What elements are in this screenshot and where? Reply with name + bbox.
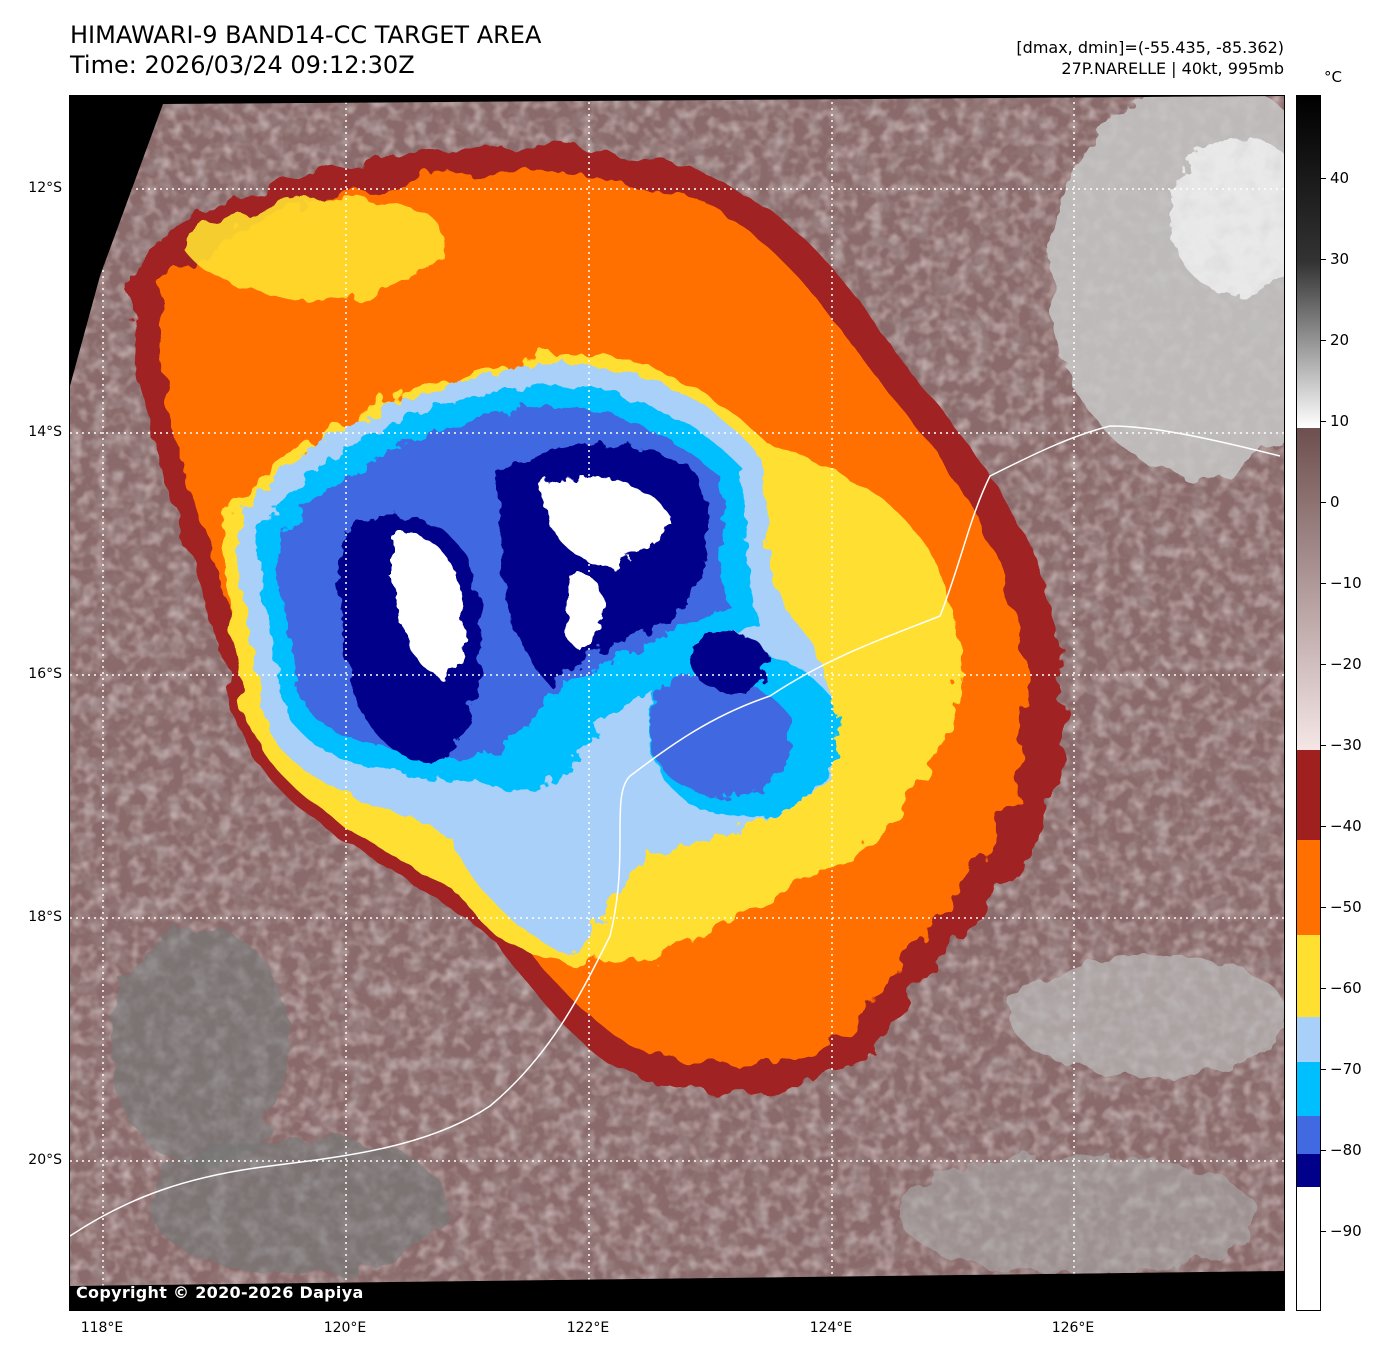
colorbar-tick-label: 0 (1330, 493, 1340, 511)
chart-title: HIMAWARI-9 BAND14-CC TARGET AREA Time: 2… (70, 20, 541, 80)
title-line-1: HIMAWARI-9 BAND14-CC TARGET AREA (70, 21, 542, 49)
lat-label: 16°S (28, 666, 62, 682)
colorbar-tick-mark (1321, 1150, 1326, 1151)
colorbar-tick-label: −80 (1330, 1141, 1362, 1159)
colorbar-tick-mark (1321, 583, 1326, 584)
colorbar-tick-mark (1321, 745, 1326, 746)
colorbar-gradient (1297, 96, 1320, 1310)
colorbar-tick-mark (1321, 1069, 1326, 1070)
colorbar-tick-mark (1321, 1231, 1326, 1232)
lat-label: 20°S (28, 1152, 62, 1168)
lon-label: 122°E (566, 1320, 610, 1336)
colorbar-unit: °C (1324, 68, 1342, 86)
colorbar-tick-mark (1321, 826, 1326, 827)
colorbar-tick-mark (1321, 340, 1326, 341)
lat-label: 18°S (28, 909, 62, 925)
colorbar-tick-label: 30 (1330, 250, 1350, 268)
lat-label: 12°S (28, 180, 62, 196)
lon-label: 118°E (80, 1320, 124, 1336)
colorbar-tick-mark (1321, 988, 1326, 989)
colorbar (1296, 95, 1321, 1311)
colorbar-tick-mark (1321, 664, 1326, 665)
colorbar-tick-label: −10 (1330, 574, 1362, 592)
colorbar-tick-mark (1321, 421, 1326, 422)
colorbar-tick-label: −30 (1330, 736, 1362, 754)
colorbar-tick-label: −40 (1330, 817, 1362, 835)
colorbar-tick-mark (1321, 259, 1326, 260)
satellite-image (70, 96, 1284, 1310)
colorbar-tick-label: −60 (1330, 979, 1362, 997)
title-line-2: Time: 2026/03/24 09:12:30Z (70, 51, 415, 79)
colorbar-tick-label: −50 (1330, 898, 1362, 916)
storm-text: 27P.NARELLE | 40kt, 995mb (1061, 59, 1284, 78)
colorbar-tick-mark (1321, 502, 1326, 503)
lat-label: 14°S (28, 424, 62, 440)
colorbar-tick-label: −20 (1330, 655, 1362, 673)
lon-label: 120°E (323, 1320, 367, 1336)
colorbar-tick-label: 20 (1330, 331, 1350, 349)
colorbar-tick-label: 40 (1330, 169, 1350, 187)
colorbar-tick-label: −90 (1330, 1222, 1362, 1240)
copyright-text: Copyright © 2020-2026 Dapiya (76, 1283, 364, 1302)
colorbar-tick-label: 10 (1330, 412, 1350, 430)
lon-label: 126°E (1051, 1320, 1095, 1336)
lon-label: 124°E (809, 1320, 853, 1336)
colorbar-tick-label: −70 (1330, 1060, 1362, 1078)
graticule (70, 96, 1284, 1286)
range-text: [dmax, dmin]=(-55.435, -85.362) (1016, 38, 1284, 57)
meta-info: [dmax, dmin]=(-55.435, -85.362) 27P.NARE… (1016, 37, 1284, 79)
satellite-map: Copyright © 2020-2026 Dapiya (69, 95, 1285, 1311)
colorbar-tick-mark (1321, 178, 1326, 179)
colorbar-tick-mark (1321, 907, 1326, 908)
